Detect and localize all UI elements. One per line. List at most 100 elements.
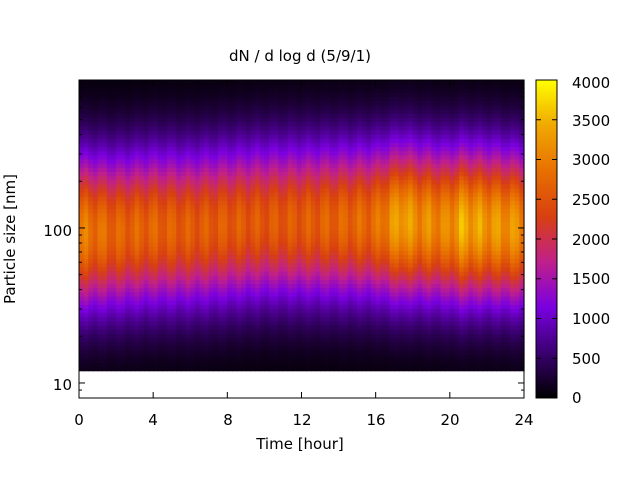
heatmap-cell <box>218 287 224 293</box>
heatmap-cell <box>357 80 363 85</box>
heatmap-cell <box>167 333 173 339</box>
heatmap-cell <box>371 196 377 202</box>
heatmap-cell <box>204 84 210 89</box>
heatmap-cell <box>231 300 238 305</box>
heatmap-cell <box>111 320 117 326</box>
heatmap-cell <box>199 208 205 214</box>
heatmap-cell <box>231 204 238 210</box>
heatmap-cell <box>231 308 238 314</box>
heatmap-cell <box>384 349 391 355</box>
heatmap-cell <box>148 163 154 168</box>
heatmap-cell <box>227 250 233 256</box>
heatmap-cell <box>361 221 367 226</box>
heatmap-cell <box>347 304 354 309</box>
heatmap-cell <box>218 187 224 193</box>
heatmap-cell <box>241 192 247 197</box>
heatmap-cell <box>190 142 196 148</box>
heatmap-cell <box>92 109 99 114</box>
heatmap-cell <box>236 150 242 156</box>
heatmap-cell <box>213 117 219 123</box>
heatmap-cell <box>88 167 94 172</box>
heatmap-cell <box>301 349 307 355</box>
heatmap-cell <box>143 92 150 98</box>
heatmap-cell <box>361 80 367 85</box>
heatmap-cell <box>185 171 191 177</box>
heatmap-cell <box>222 366 228 372</box>
heatmap-cell <box>171 175 177 181</box>
heatmap-cell <box>222 158 228 164</box>
heatmap-cell <box>394 146 400 152</box>
heatmap-cell <box>97 320 103 326</box>
heatmap-cell <box>352 221 358 226</box>
heatmap-cell <box>116 183 122 189</box>
heatmap-cell <box>375 196 381 202</box>
heatmap-cell <box>236 337 242 343</box>
heatmap-cell <box>315 262 321 268</box>
heatmap-cell <box>329 308 335 314</box>
heatmap-cell <box>301 237 307 243</box>
heatmap-cell <box>269 200 275 206</box>
heatmap-cell <box>167 341 173 347</box>
heatmap-cell <box>320 362 326 368</box>
heatmap-cell <box>185 187 191 193</box>
heatmap-cell <box>264 175 270 181</box>
heatmap-cell <box>375 121 381 127</box>
heatmap-cell <box>185 167 191 172</box>
heatmap-cell <box>264 250 270 256</box>
heatmap-cell <box>282 325 289 330</box>
heatmap-cell <box>296 271 303 276</box>
heatmap-cell <box>264 200 270 206</box>
heatmap-cell <box>92 341 99 347</box>
heatmap-cell <box>143 84 150 89</box>
heatmap-cell <box>357 266 363 272</box>
heatmap-cell <box>264 150 270 156</box>
heatmap-cell <box>204 258 210 264</box>
heatmap-cell <box>185 196 191 202</box>
heatmap-cell <box>301 104 307 110</box>
heatmap-cell <box>389 345 395 351</box>
heatmap-cell <box>380 287 386 293</box>
heatmap-cell <box>125 208 131 214</box>
heatmap-cell <box>111 217 117 222</box>
heatmap-cell <box>264 100 270 106</box>
heatmap-cell <box>162 358 168 363</box>
heatmap-cell <box>102 266 108 272</box>
heatmap-cell <box>278 150 284 156</box>
heatmap-cell <box>375 275 381 280</box>
heatmap-cell <box>139 84 145 89</box>
heatmap-cell <box>371 304 377 309</box>
heatmap-cell <box>120 358 126 363</box>
heatmap-cell <box>380 150 386 156</box>
heatmap-cell <box>176 250 182 256</box>
heatmap-cell <box>301 266 307 272</box>
heatmap-cell <box>213 366 219 372</box>
heatmap-cell <box>106 237 113 243</box>
heatmap-cell <box>384 225 391 231</box>
heatmap-cell <box>153 283 159 289</box>
heatmap-cell <box>88 266 94 272</box>
heatmap-cell <box>79 100 85 106</box>
heatmap-cell <box>148 196 154 202</box>
heatmap-cell <box>329 237 335 243</box>
heatmap-cell <box>320 366 326 372</box>
heatmap-cell <box>106 150 113 156</box>
heatmap-cell <box>278 142 284 148</box>
heatmap-cell <box>125 337 131 343</box>
heatmap-cell <box>194 100 201 106</box>
heatmap-cell <box>329 320 335 326</box>
heatmap-cell <box>236 113 242 118</box>
heatmap-cell <box>79 88 85 94</box>
heatmap-cell <box>129 80 136 85</box>
heatmap-cell <box>324 283 330 289</box>
heatmap-cell <box>116 279 122 285</box>
heatmap-cell <box>116 287 122 293</box>
heatmap-cell <box>116 308 122 314</box>
heatmap-cell <box>264 171 270 177</box>
heatmap-cell <box>366 92 372 98</box>
heatmap-cell <box>120 84 126 89</box>
heatmap-cell <box>320 187 326 193</box>
heatmap-cell <box>162 287 168 293</box>
heatmap-cell <box>134 345 140 351</box>
heatmap-cell <box>213 217 219 222</box>
heatmap-cell <box>324 291 330 297</box>
